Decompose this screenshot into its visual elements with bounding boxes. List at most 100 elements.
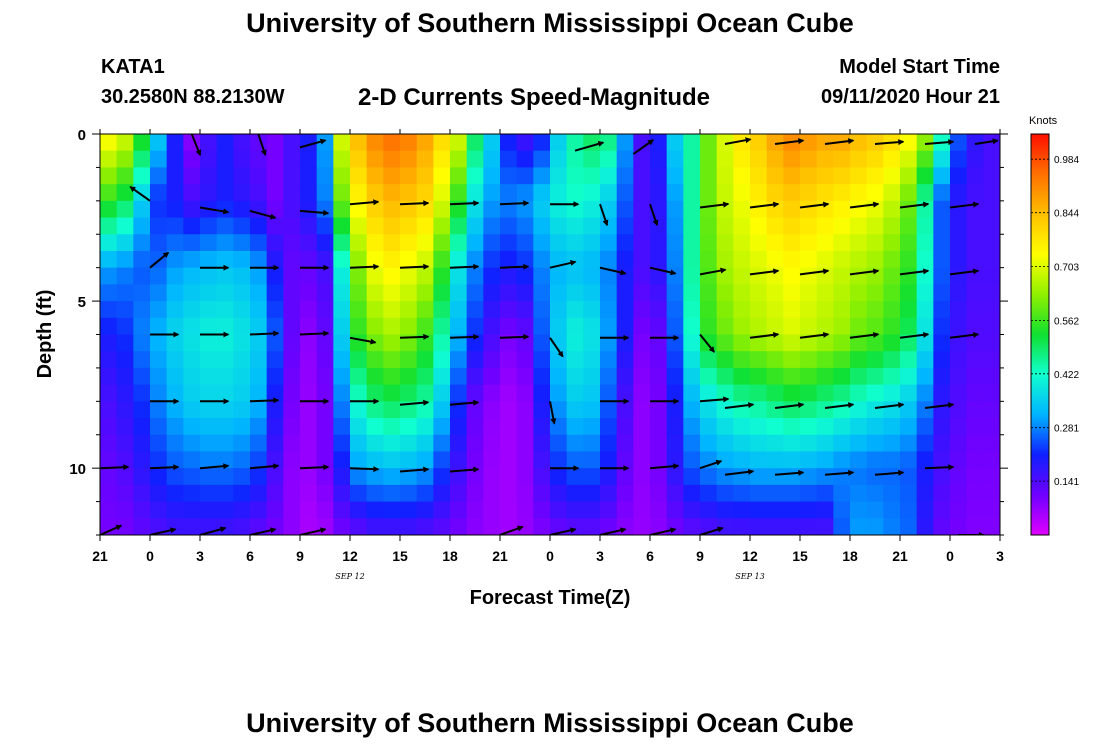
heatmap-cell — [516, 518, 534, 535]
heatmap-cell — [416, 134, 434, 152]
heatmap-cell — [900, 267, 918, 285]
heatmap-cell — [916, 451, 934, 469]
heatmap-cell — [350, 401, 368, 419]
heatmap-cell — [633, 401, 651, 419]
heatmap-cell — [933, 451, 951, 469]
heatmap-cell — [366, 200, 384, 219]
heatmap-cell — [450, 384, 468, 402]
heatmap-cell — [583, 351, 601, 369]
heatmap-cell — [500, 150, 518, 169]
heatmap-cell — [566, 401, 584, 419]
heatmap-cell — [433, 434, 451, 453]
heatmap-cell — [283, 267, 301, 285]
heatmap-cell — [983, 418, 1000, 436]
current-vector — [190, 134, 202, 157]
heatmap-cell — [966, 501, 984, 519]
heatmap-cell — [750, 518, 768, 535]
heatmap-cell — [633, 217, 651, 235]
heatmap-cell — [600, 434, 618, 453]
heatmap-cell — [266, 451, 284, 469]
heatmap-cell — [100, 484, 118, 503]
heatmap-cell — [483, 234, 501, 252]
heatmap-cell — [116, 434, 134, 453]
heatmap-cell — [550, 334, 568, 352]
heatmap-cell — [900, 234, 918, 252]
heatmap-cell — [350, 250, 368, 269]
heatmap-cell — [933, 351, 951, 369]
heatmap-cell — [750, 468, 768, 486]
heatmap-cell — [483, 167, 501, 185]
heatmap-cell — [333, 434, 351, 453]
heatmap-cell — [166, 518, 184, 535]
heatmap-cell — [616, 484, 634, 503]
heatmap-cell — [933, 150, 951, 169]
heatmap-cell — [233, 418, 251, 436]
heatmap-cell — [883, 367, 901, 386]
heatmap-cell — [350, 351, 368, 369]
heatmap-cell — [100, 167, 118, 185]
heatmap-cell — [166, 334, 184, 352]
heatmap-cell — [233, 367, 251, 386]
heatmap-cell — [450, 334, 468, 352]
heatmap-cell — [183, 351, 201, 369]
heatmap-cell — [516, 184, 534, 202]
heatmap-cell — [783, 367, 801, 386]
heatmap-cell — [733, 184, 751, 202]
heatmap-cell — [650, 150, 668, 169]
heatmap-cell — [766, 434, 784, 453]
heatmap-cell — [150, 384, 168, 402]
heatmap-cell — [483, 217, 501, 235]
heatmap-cell — [166, 434, 184, 453]
heatmap-cell — [433, 167, 451, 185]
heatmap-cell — [100, 184, 118, 202]
heatmap-cell — [583, 284, 601, 302]
heatmap-cell — [633, 434, 651, 453]
heatmap-cell — [283, 334, 301, 352]
heatmap-cell — [833, 217, 851, 235]
heatmap-cell — [783, 501, 801, 519]
current-vector — [399, 200, 430, 207]
heatmap-cell — [116, 167, 134, 185]
heatmap-cell — [383, 367, 401, 386]
heatmap-cell — [450, 267, 468, 285]
heatmap-cell — [350, 418, 368, 436]
heatmap-cell — [100, 134, 118, 152]
heatmap-cell — [966, 351, 984, 369]
heatmap-cell — [983, 518, 1000, 535]
heatmap-cell — [600, 334, 618, 352]
heatmap-cell — [383, 351, 401, 369]
heatmap-cell — [616, 317, 634, 336]
heatmap-cell — [116, 401, 134, 419]
heatmap-cell — [116, 418, 134, 436]
heatmap-cell — [816, 284, 834, 302]
heatmap-cell — [866, 468, 884, 486]
heatmap-cell — [133, 484, 151, 503]
heatmap-cell — [983, 184, 1000, 202]
heatmap-cell — [650, 367, 668, 386]
current-vector — [699, 201, 730, 209]
model-start-value: 09/11/2020 Hour 21 — [820, 86, 1000, 108]
heatmap-cell — [366, 418, 384, 436]
heatmap-cell — [283, 250, 301, 269]
heatmap-cell — [300, 384, 318, 402]
heatmap-cell — [583, 518, 601, 535]
heatmap-cell — [966, 217, 984, 235]
heatmap-cell — [900, 451, 918, 469]
heatmap-cell — [166, 150, 184, 169]
heatmap-cell — [233, 484, 251, 503]
heatmap-cell — [500, 384, 518, 402]
heatmap-cell — [983, 401, 1000, 419]
heatmap-cell — [883, 384, 901, 402]
heatmap-cell — [266, 317, 284, 336]
current-vector — [574, 141, 605, 152]
heatmap-cell — [533, 217, 551, 235]
heatmap-cell — [566, 334, 584, 352]
heatmap-cell — [850, 418, 868, 436]
heatmap-cell — [450, 317, 468, 336]
heatmap-cell — [400, 184, 418, 202]
heatmap-cell — [950, 351, 968, 369]
heatmap-cell — [300, 468, 318, 486]
heatmap-cell — [916, 401, 934, 419]
heatmap-cell — [600, 301, 618, 319]
heatmap-cell — [566, 184, 584, 202]
